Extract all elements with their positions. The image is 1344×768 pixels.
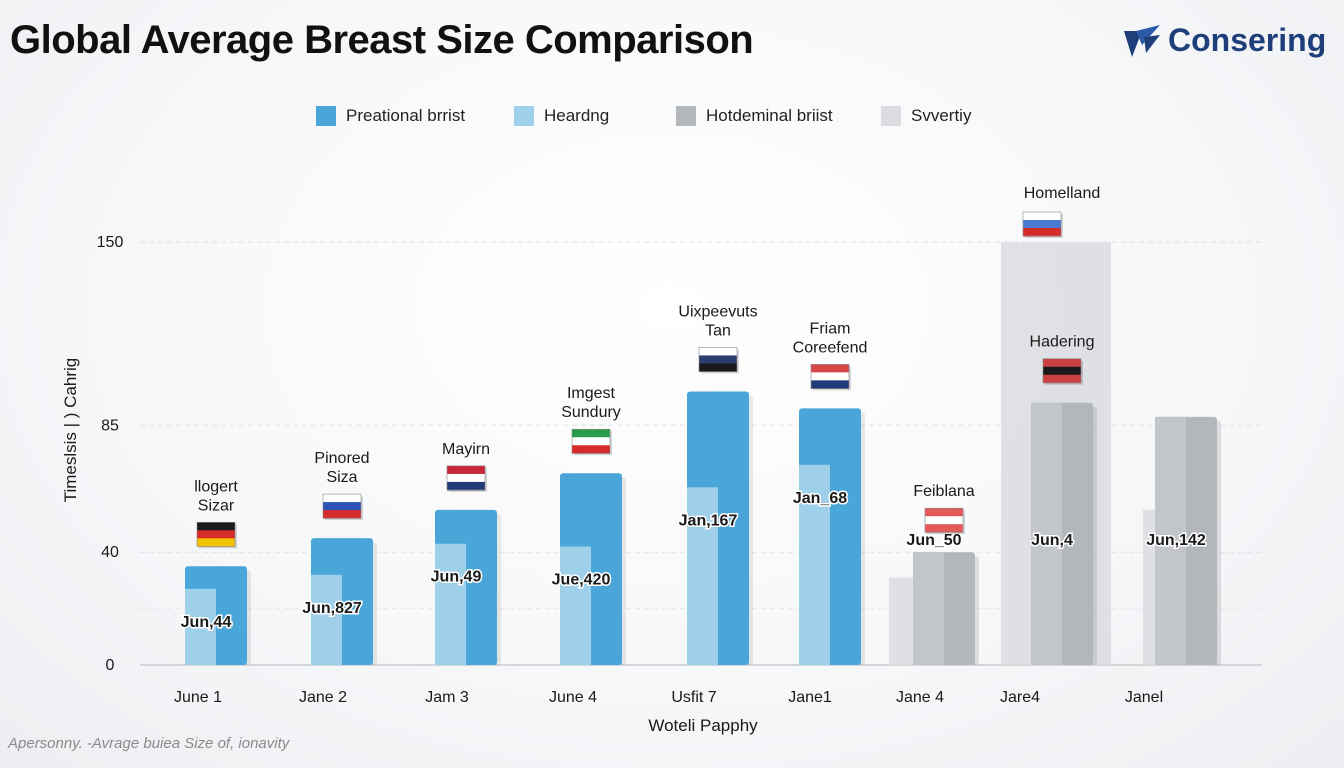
y-tick-label: 0: [106, 657, 115, 674]
x-tick-label: June 4: [549, 689, 597, 706]
legend-swatch: [676, 106, 696, 126]
flag-icon: [1042, 358, 1083, 385]
value-label: Jan,167: [679, 512, 738, 529]
y-tick-label: 85: [101, 417, 119, 434]
bar-annotation: Sundury: [561, 404, 621, 421]
legend-label: Heardng: [544, 106, 610, 125]
bar-annotation: llogert: [194, 478, 238, 495]
x-tick-label: June 1: [174, 689, 222, 706]
bar-gray-light: [913, 552, 944, 665]
y-axis-label: Timeslsis | ) Cahrig: [61, 358, 80, 503]
flag-icon: [1022, 211, 1063, 238]
value-label: Jun,49: [431, 569, 482, 586]
bar-gray-light: [1031, 402, 1062, 665]
legend-label: Svvertiy: [911, 106, 972, 125]
legend-item: Hotdeminal briist: [676, 106, 833, 126]
value-label: Jun,44: [181, 614, 232, 631]
value-label: Jun,827: [302, 600, 362, 617]
bar-annotation: Uixpeevuts: [678, 303, 757, 320]
bar-secondary: [560, 546, 591, 665]
value-label: Jue,420: [552, 572, 611, 589]
y-tick-label: 40: [101, 544, 119, 561]
legend-item: Preational brrist: [316, 106, 465, 126]
bar-annotation: Coreefend: [793, 339, 868, 356]
flag-icon: [810, 364, 851, 391]
flag-icon: [196, 521, 237, 549]
value-label: Jun,142: [1146, 532, 1206, 549]
x-tick-label: Jane 2: [299, 689, 347, 706]
flag-icon: [698, 347, 739, 374]
value-label: Jun_50: [906, 532, 961, 549]
x-tick-label: Janel: [1125, 689, 1163, 706]
bar-secondary: [311, 574, 342, 665]
bar-annotation: Feiblana: [913, 483, 974, 500]
flag-icon: [924, 507, 965, 535]
bar-annotation: Imgest: [567, 385, 616, 402]
logo-text: Consering: [1168, 22, 1327, 58]
value-label: Jan_68: [793, 490, 847, 507]
legend-swatch: [514, 106, 534, 126]
bar-annotation: Siza: [326, 469, 357, 486]
bar-gray-light: [1155, 416, 1186, 665]
bar-annotation: Pinored: [314, 450, 369, 467]
x-tick-label: Jane1: [788, 689, 832, 706]
legend-item: Svvertiy: [881, 106, 971, 126]
bar-annotation: Mayirn: [442, 441, 490, 458]
bar-annotation: Hadering: [1030, 334, 1095, 351]
flag-icon: [446, 465, 487, 492]
x-axis-label: Woteli Papphy: [648, 716, 758, 735]
legend-label: Hotdeminal briist: [706, 106, 833, 125]
logo-mark-icon: [1124, 24, 1160, 57]
flag-icon: [322, 493, 363, 521]
bar-secondary: [687, 487, 718, 665]
legend-item: Heardng: [514, 106, 609, 126]
legend-swatch: [881, 106, 901, 126]
x-tick-label: Jam 3: [425, 689, 469, 706]
bar-secondary: [799, 464, 830, 665]
top-annotation: Homelland: [1024, 185, 1100, 202]
bar-secondary: [185, 588, 216, 665]
chart-legend: Preational brrist Heardng Hotdeminal briis…: [0, 106, 1344, 136]
brand-logo: Consering: [1122, 22, 1326, 59]
legend-label: Preational brrist: [346, 106, 466, 125]
x-tick-label: Jare4: [1000, 689, 1040, 706]
chart-title: Global Average Breast Size Comparison: [10, 18, 754, 62]
x-tick-label: Jane 4: [896, 689, 944, 706]
x-tick-label: Usfit 7: [671, 689, 716, 706]
bar-annotation: Friam: [810, 320, 851, 337]
bar-annotation: Tan: [705, 322, 731, 339]
flag-icon: [571, 428, 612, 456]
bar-annotation: Sizar: [198, 497, 235, 514]
legend-swatch: [316, 106, 336, 126]
value-label: Jun,4: [1031, 532, 1073, 549]
bar-secondary: [435, 543, 466, 665]
footnote: Apersonny. -Avrage buiea Size of, ionavi…: [8, 735, 290, 752]
y-tick-label: 150: [97, 234, 124, 251]
